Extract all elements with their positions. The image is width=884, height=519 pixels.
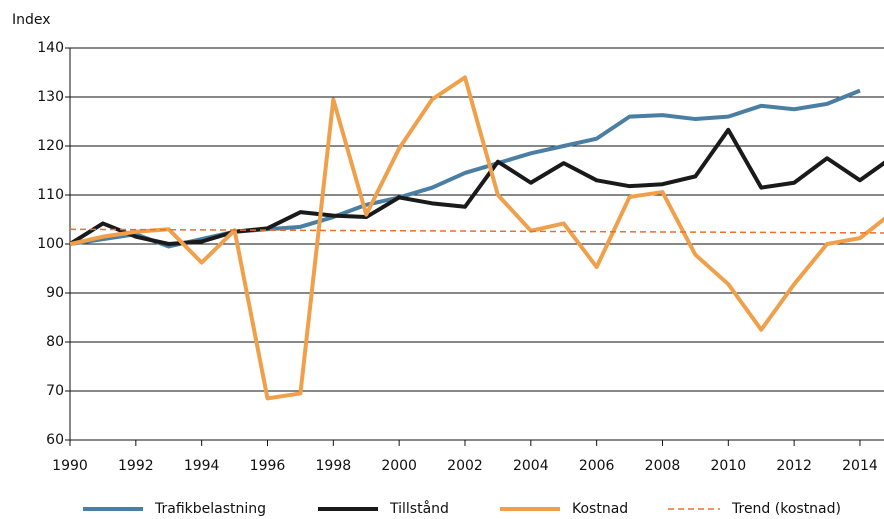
- x-tick-label: 2010: [710, 458, 746, 474]
- x-tick-label: 2006: [579, 458, 615, 474]
- x-tick-label: 1998: [316, 458, 352, 474]
- y-tick-label: 120: [37, 138, 64, 154]
- x-tick-label: 2012: [776, 458, 812, 474]
- legend-label: Trend (kostnad): [731, 501, 841, 517]
- y-tick-label: 100: [37, 236, 64, 252]
- series-line: [70, 127, 884, 246]
- x-tick-label: 1992: [118, 458, 154, 474]
- y-tick-label: 140: [37, 40, 64, 56]
- y-tick-label: 130: [37, 89, 64, 105]
- y-tick-label: 70: [46, 383, 64, 399]
- y-tick-label: 60: [46, 432, 64, 448]
- x-tick-label: 2004: [513, 458, 549, 474]
- x-tick-label: 2002: [447, 458, 483, 474]
- legend-label: Kostnad: [572, 501, 628, 517]
- trend-line: [70, 228, 884, 234]
- y-tick-label: 90: [46, 285, 64, 301]
- plot-area: [70, 75, 884, 401]
- legend-label: Trafikbelastning: [154, 501, 266, 517]
- x-tick-label: 2000: [381, 458, 417, 474]
- x-tick-label: 1994: [184, 458, 220, 474]
- y-tick-label: 80: [46, 334, 64, 350]
- series-line: [70, 75, 884, 401]
- series-line: [70, 88, 861, 249]
- legend-label: Tillstånd: [389, 500, 449, 517]
- x-tick-label: 1996: [250, 458, 286, 474]
- y-tick-label: 110: [37, 187, 64, 203]
- x-tick-label: 2008: [645, 458, 681, 474]
- y-axis-label: Index: [12, 12, 51, 28]
- x-tick-label: 1990: [52, 458, 88, 474]
- x-tick-label: 2014: [842, 458, 878, 474]
